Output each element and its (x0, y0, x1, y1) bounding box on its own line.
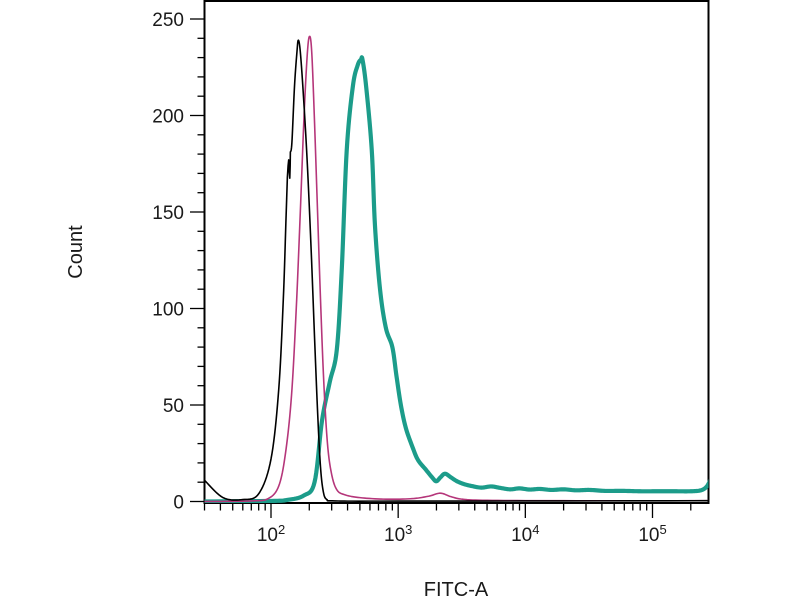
svg-text:FITC-A: FITC-A (424, 579, 489, 600)
svg-text:102: 102 (257, 522, 285, 546)
svg-text:Count: Count (65, 225, 87, 279)
svg-text:250: 250 (152, 10, 184, 31)
svg-text:50: 50 (163, 396, 184, 417)
svg-text:200: 200 (152, 107, 184, 128)
svg-text:103: 103 (384, 522, 412, 546)
svg-text:0: 0 (173, 493, 184, 514)
svg-text:150: 150 (152, 203, 184, 224)
svg-text:100: 100 (152, 300, 184, 321)
svg-text:105: 105 (638, 522, 666, 546)
svg-text:104: 104 (511, 522, 539, 546)
